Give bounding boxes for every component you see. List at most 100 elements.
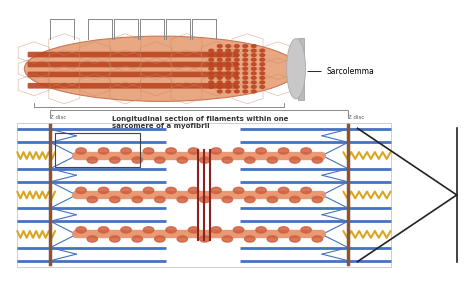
- Circle shape: [312, 157, 322, 163]
- FancyBboxPatch shape: [27, 52, 238, 57]
- Circle shape: [121, 187, 131, 194]
- Circle shape: [260, 58, 264, 61]
- Circle shape: [209, 76, 214, 79]
- Circle shape: [76, 148, 86, 154]
- Circle shape: [235, 90, 239, 93]
- FancyBboxPatch shape: [27, 62, 238, 67]
- Circle shape: [226, 67, 231, 70]
- Circle shape: [155, 236, 165, 242]
- Circle shape: [278, 187, 289, 194]
- Circle shape: [98, 187, 109, 194]
- Circle shape: [301, 187, 311, 194]
- Circle shape: [251, 45, 256, 48]
- Circle shape: [251, 54, 256, 56]
- Circle shape: [226, 86, 231, 88]
- Circle shape: [211, 187, 221, 194]
- Circle shape: [243, 90, 247, 93]
- Circle shape: [132, 196, 143, 203]
- Circle shape: [222, 236, 233, 242]
- Circle shape: [87, 236, 98, 242]
- Circle shape: [155, 196, 165, 203]
- Circle shape: [243, 49, 247, 52]
- Circle shape: [218, 63, 222, 66]
- Bar: [17, 123, 391, 267]
- Circle shape: [218, 58, 222, 61]
- Circle shape: [233, 227, 244, 233]
- Circle shape: [218, 76, 222, 79]
- Circle shape: [260, 72, 264, 75]
- Circle shape: [209, 86, 214, 88]
- Circle shape: [177, 236, 188, 242]
- Circle shape: [233, 148, 244, 154]
- Circle shape: [243, 54, 247, 56]
- Circle shape: [109, 196, 120, 203]
- Circle shape: [260, 76, 264, 79]
- Circle shape: [218, 54, 222, 56]
- Circle shape: [290, 157, 300, 163]
- Circle shape: [226, 45, 231, 48]
- Circle shape: [278, 227, 289, 233]
- Circle shape: [132, 236, 143, 242]
- Circle shape: [226, 54, 231, 56]
- Text: Z disc: Z disc: [348, 115, 365, 120]
- Circle shape: [226, 58, 231, 61]
- Circle shape: [235, 63, 239, 66]
- Circle shape: [260, 49, 264, 52]
- Circle shape: [260, 54, 264, 56]
- Circle shape: [209, 54, 214, 56]
- Text: Longitudinal section of filaments within one
sarcomere of a myofibril: Longitudinal section of filaments within…: [112, 115, 288, 129]
- Circle shape: [218, 86, 222, 88]
- Circle shape: [260, 86, 264, 88]
- Circle shape: [177, 157, 188, 163]
- Circle shape: [251, 76, 256, 79]
- Circle shape: [109, 157, 120, 163]
- Circle shape: [290, 236, 300, 242]
- Circle shape: [222, 157, 233, 163]
- Circle shape: [155, 157, 165, 163]
- Circle shape: [218, 45, 222, 48]
- Circle shape: [143, 187, 154, 194]
- Circle shape: [245, 157, 255, 163]
- Circle shape: [267, 236, 278, 242]
- Circle shape: [243, 58, 247, 61]
- Circle shape: [76, 227, 86, 233]
- Circle shape: [256, 148, 266, 154]
- Circle shape: [235, 86, 239, 88]
- Circle shape: [226, 81, 231, 84]
- Circle shape: [76, 187, 86, 194]
- Circle shape: [87, 157, 98, 163]
- Circle shape: [290, 196, 300, 203]
- Circle shape: [98, 148, 109, 154]
- Circle shape: [211, 148, 221, 154]
- Circle shape: [235, 49, 239, 52]
- Circle shape: [251, 81, 256, 84]
- Circle shape: [226, 90, 231, 93]
- Circle shape: [121, 148, 131, 154]
- Circle shape: [209, 81, 214, 84]
- Circle shape: [200, 236, 210, 242]
- FancyBboxPatch shape: [27, 83, 238, 89]
- Circle shape: [209, 67, 214, 70]
- Circle shape: [245, 236, 255, 242]
- Circle shape: [243, 76, 247, 79]
- Circle shape: [218, 67, 222, 70]
- Circle shape: [87, 196, 98, 203]
- Circle shape: [251, 49, 256, 52]
- Circle shape: [226, 76, 231, 79]
- Circle shape: [209, 72, 214, 75]
- Circle shape: [243, 45, 247, 48]
- Circle shape: [251, 67, 256, 70]
- Circle shape: [166, 227, 176, 233]
- Circle shape: [226, 49, 231, 52]
- Circle shape: [251, 90, 256, 93]
- Circle shape: [209, 49, 214, 52]
- Circle shape: [188, 227, 199, 233]
- Circle shape: [132, 157, 143, 163]
- Circle shape: [267, 157, 278, 163]
- Circle shape: [260, 81, 264, 84]
- Circle shape: [200, 196, 210, 203]
- Circle shape: [143, 227, 154, 233]
- Circle shape: [218, 72, 222, 75]
- Circle shape: [235, 54, 239, 56]
- Circle shape: [211, 227, 221, 233]
